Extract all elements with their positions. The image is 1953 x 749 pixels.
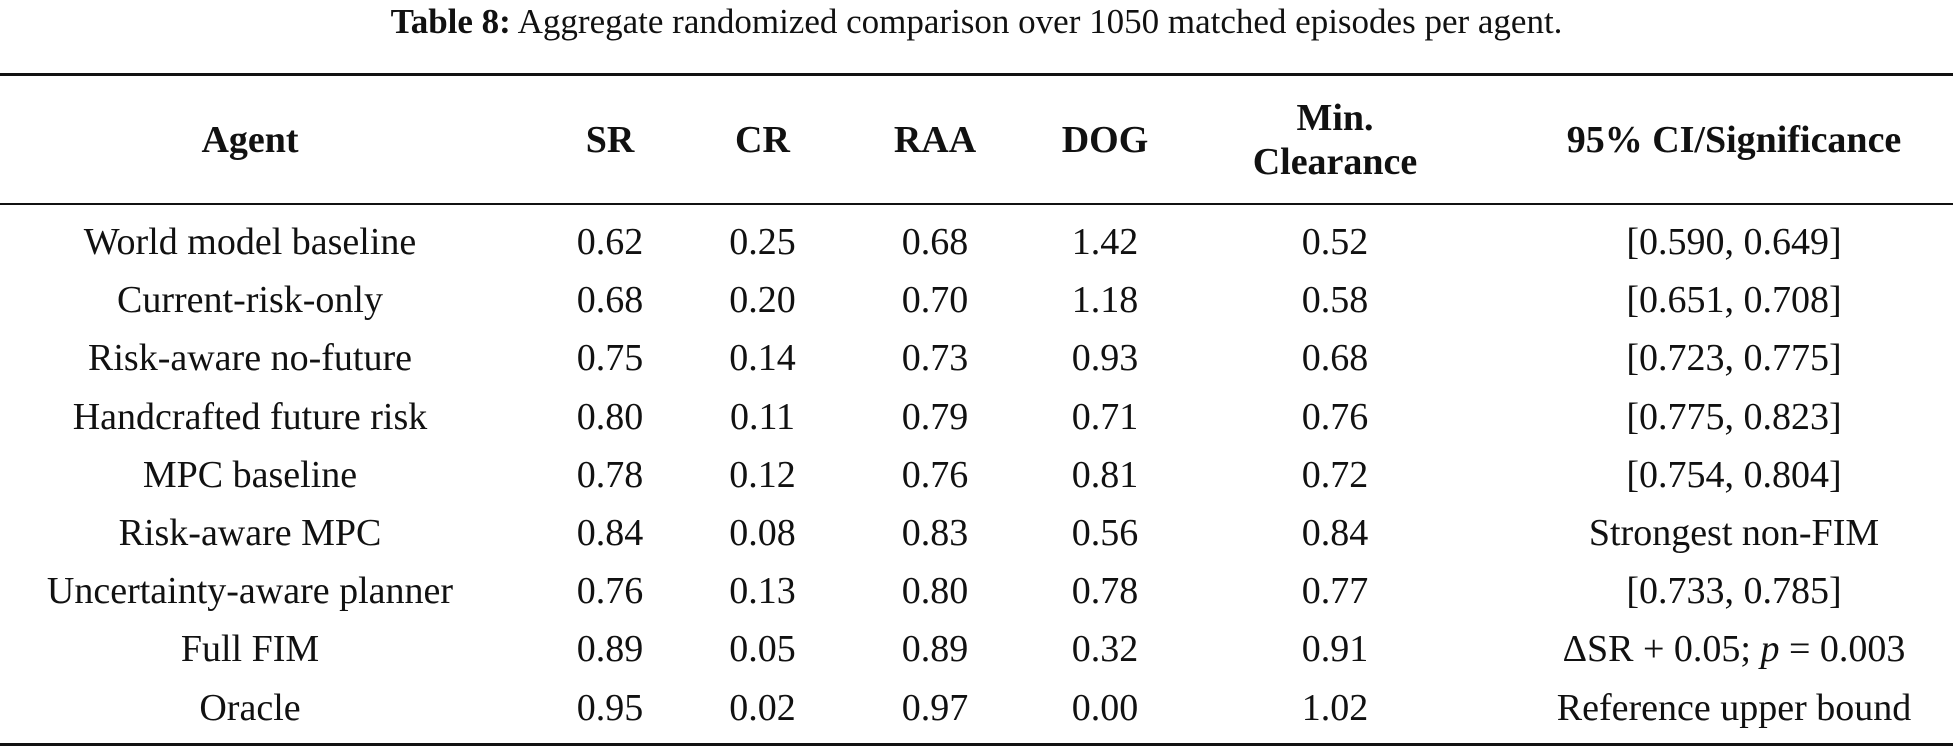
cell-agent: Full FIM <box>180 628 320 671</box>
cell-sr: 0.78 <box>576 453 644 496</box>
cell-ci: Strongest non-FIM <box>1588 511 1880 554</box>
cell-cr: 0.20 <box>729 279 796 322</box>
table-row: Handcrafted future risk 0.80 0.11 0.79 0… <box>0 388 1953 446</box>
table-row: Current-risk-only 0.68 0.20 0.70 1.18 0.… <box>0 271 1953 329</box>
cell-dog: 1.42 <box>1071 221 1139 263</box>
cell-min-clearance: 0.91 <box>1301 628 1369 671</box>
cell-ci: [0.754, 0.804] <box>1626 453 1842 496</box>
cell-agent: Risk-aware no-future <box>88 337 412 380</box>
cell-raa: 0.76 <box>901 453 969 496</box>
cell-ci-suffix: = 0.003 <box>1779 628 1906 671</box>
cell-cr: 0.11 <box>729 395 796 438</box>
table-row: Oracle 0.95 0.02 0.97 0.00 1.02 Referenc… <box>0 679 1953 737</box>
table-row: Uncertainty-aware planner 0.76 0.13 0.80… <box>0 562 1953 620</box>
table-row: World model baseline 0.62 0.25 0.68 1.42… <box>0 213 1953 271</box>
cell-sr: 0.95 <box>576 686 644 729</box>
cell-agent: World model baseline <box>83 221 417 263</box>
table-row: Full FIM 0.89 0.05 0.89 0.32 0.91 ΔSR + … <box>0 620 1953 678</box>
header-dog: DOG <box>1061 119 1149 161</box>
cell-sr: 0.68 <box>576 279 644 322</box>
cell-cr: 0.25 <box>729 221 796 263</box>
cell-cr: 0.02 <box>729 686 796 729</box>
cell-min-clearance: 0.84 <box>1301 511 1369 554</box>
header-min-clearance-line2: Clearance <box>1252 141 1418 183</box>
cell-min-clearance: 0.72 <box>1301 453 1369 496</box>
cell-agent: Uncertainty-aware planner <box>46 570 454 613</box>
cell-ci: [0.651, 0.708] <box>1626 279 1842 322</box>
cell-dog: 1.18 <box>1071 279 1139 322</box>
cell-dog: 0.93 <box>1071 337 1139 380</box>
cell-raa: 0.83 <box>901 511 969 554</box>
table-row: Risk-aware MPC 0.84 0.08 0.83 0.56 0.84 … <box>0 504 1953 562</box>
table-body: World model baseline 0.62 0.25 0.68 1.42… <box>0 213 1953 737</box>
cell-ci: [0.590, 0.649] <box>1626 221 1842 263</box>
cell-cr: 0.12 <box>729 453 796 496</box>
header-min-clearance: Min. Clearance <box>1220 82 1450 198</box>
cell-min-clearance: 0.76 <box>1301 395 1369 438</box>
cell-sr: 0.80 <box>576 395 644 438</box>
table-caption: Table 8: Aggregate randomized comparison… <box>0 0 1953 44</box>
cell-agent: Handcrafted future risk <box>72 395 428 438</box>
cell-min-clearance: 1.02 <box>1301 686 1369 729</box>
cell-min-clearance: 0.58 <box>1301 279 1369 322</box>
cell-ci-p-symbol: p <box>1760 628 1780 671</box>
header-cr: CR <box>735 119 790 161</box>
cell-sr: 0.89 <box>576 628 644 671</box>
cell-dog: 0.81 <box>1071 453 1139 496</box>
header-min-clearance-line1: Min. <box>1296 97 1374 139</box>
cell-ci: [0.723, 0.775] <box>1626 337 1842 380</box>
cell-ci: [0.775, 0.823] <box>1626 395 1842 438</box>
cell-cr: 0.14 <box>729 337 796 380</box>
table-row: Risk-aware no-future 0.75 0.14 0.73 0.93… <box>0 329 1953 387</box>
cell-min-clearance: 0.68 <box>1301 337 1369 380</box>
cell-min-clearance: 0.52 <box>1301 221 1369 263</box>
cell-ci: ΔSR + 0.05; p = 0.003 <box>1515 620 1953 678</box>
cell-raa: 0.68 <box>901 221 969 263</box>
cell-cr: 0.05 <box>729 628 796 671</box>
header-sr: SR <box>585 119 635 161</box>
cell-dog: 0.71 <box>1071 395 1139 438</box>
header-agent: Agent <box>201 119 299 161</box>
cell-cr: 0.13 <box>729 570 796 613</box>
cell-ci-prefix: ΔSR + 0.05; <box>1562 628 1761 671</box>
cell-dog: 0.00 <box>1071 686 1139 729</box>
cell-agent: Current-risk-only <box>117 279 383 322</box>
table-row: MPC baseline 0.78 0.12 0.76 0.81 0.72 [0… <box>0 446 1953 504</box>
cell-sr: 0.62 <box>576 221 644 263</box>
cell-raa: 0.70 <box>901 279 969 322</box>
table-header-rule <box>0 203 1953 205</box>
caption-text: Aggregate randomized comparison over 105… <box>517 2 1563 41</box>
cell-sr: 0.76 <box>576 570 644 613</box>
caption-label: Table 8: <box>390 2 511 41</box>
cell-raa: 0.89 <box>901 628 969 671</box>
cell-raa: 0.79 <box>901 395 969 438</box>
cell-ci: Reference upper bound <box>1556 686 1912 729</box>
table-bottom-rule <box>0 743 1953 746</box>
cell-agent: Risk-aware MPC <box>118 511 382 554</box>
cell-dog: 0.56 <box>1071 511 1139 554</box>
header-raa: RAA <box>893 119 977 161</box>
cell-dog: 0.32 <box>1071 628 1139 671</box>
cell-ci: [0.733, 0.785] <box>1626 570 1842 613</box>
table-top-rule <box>0 73 1953 76</box>
cell-dog: 0.78 <box>1071 570 1139 613</box>
header-ci-significance: 95% CI/Significance <box>1566 119 1902 161</box>
cell-raa: 0.73 <box>901 337 969 380</box>
cell-raa: 0.80 <box>901 570 969 613</box>
cell-cr: 0.08 <box>729 511 796 554</box>
cell-agent: Oracle <box>199 686 301 729</box>
cell-raa: 0.97 <box>901 686 969 729</box>
cell-min-clearance: 0.77 <box>1301 570 1369 613</box>
cell-sr: 0.84 <box>576 511 644 554</box>
cell-sr: 0.75 <box>576 337 644 380</box>
cell-agent: MPC baseline <box>142 453 358 496</box>
